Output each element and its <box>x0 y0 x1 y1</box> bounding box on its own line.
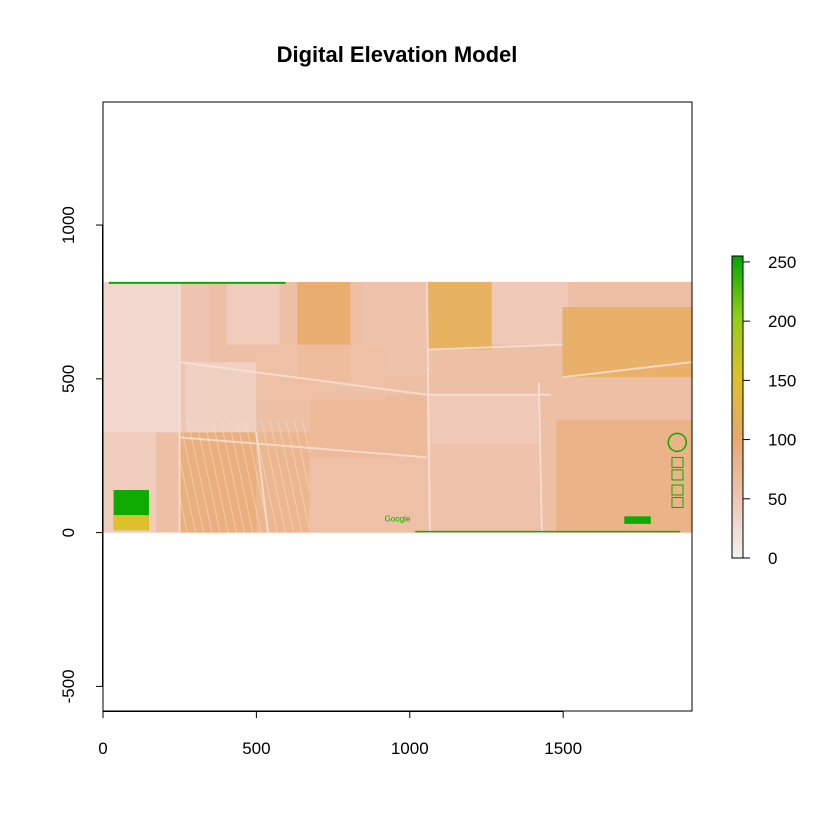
raster-field-patch <box>309 457 427 533</box>
raster-field-boundary <box>179 436 428 459</box>
colorbar-tick-label: 200 <box>768 312 796 331</box>
raster-field-boundary <box>537 382 543 533</box>
raster-field-patch <box>256 344 386 400</box>
y-tick-label: 1000 <box>59 206 78 244</box>
raster-overlay-control <box>671 484 684 496</box>
y-tick-label: 0 <box>59 528 78 537</box>
colorbar-tick-label: 250 <box>768 253 796 272</box>
raster-overlay-compass <box>667 432 688 453</box>
raster-field-patch <box>426 394 539 445</box>
raster-overlay-control <box>671 497 684 509</box>
raster-crop-rows <box>179 419 310 533</box>
x-tick-label: 500 <box>242 739 270 758</box>
chart-title: Digital Elevation Model <box>277 42 518 67</box>
raster-field-patch <box>426 444 539 528</box>
raster-field-boundary <box>255 432 269 533</box>
x-axis: 0 500 1000 1500 <box>98 711 582 758</box>
raster-overlay-control <box>671 456 684 468</box>
raster-field-patch <box>491 281 569 345</box>
raster-overlay-badge-lower <box>113 515 149 531</box>
raster-field-patch <box>426 281 492 350</box>
x-tick-label: 1500 <box>544 739 582 758</box>
y-tick-label: -500 <box>59 669 78 703</box>
colorbar-tick-label: 0 <box>768 549 777 568</box>
raster-overlay-text: Google <box>385 514 411 523</box>
raster-field-boundary <box>425 281 431 533</box>
raster-field-boundary <box>562 361 693 379</box>
raster-field-boundary <box>426 343 563 351</box>
colorbar-tick-label: 100 <box>768 431 796 450</box>
raster-field-patch <box>226 281 280 345</box>
raster-overlay-scalebar <box>624 516 651 524</box>
raster-overlay-control <box>671 469 684 481</box>
raster-field-patch <box>309 394 427 458</box>
colorbar-gradient <box>731 255 744 559</box>
raster-field-boundary <box>179 361 428 396</box>
y-axis: -500 0 500 1000 <box>59 206 103 703</box>
raster-field-patch <box>562 306 692 378</box>
x-tick-label: 1000 <box>391 739 429 758</box>
x-tick-label: 0 <box>98 739 107 758</box>
colorbar-tick-label: 150 <box>768 371 796 390</box>
elevation-raster: Google <box>103 281 693 533</box>
colorbar-legend: 0 50 100 150 200 250 <box>731 253 796 568</box>
colorbar-tick-label: 50 <box>768 490 787 509</box>
y-tick-label: 500 <box>59 365 78 393</box>
raster-field-patch <box>103 281 180 433</box>
